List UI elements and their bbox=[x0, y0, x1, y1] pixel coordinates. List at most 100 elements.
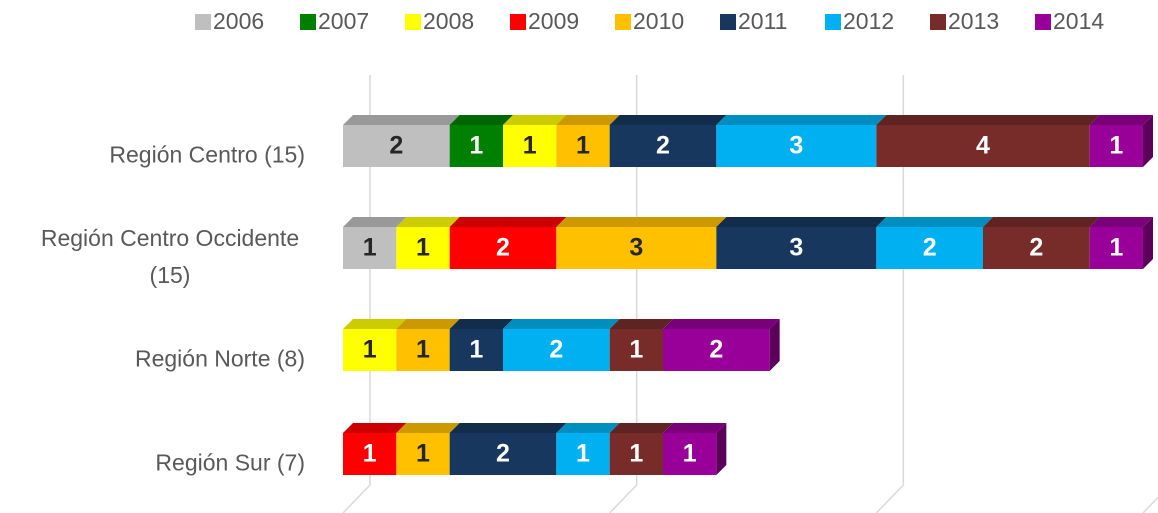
value-label: 1 bbox=[1109, 234, 1123, 262]
legend-swatch bbox=[510, 14, 526, 30]
bar-top bbox=[663, 319, 780, 329]
legend-swatch bbox=[930, 14, 946, 30]
value-label: 1 bbox=[363, 234, 377, 262]
bar-top bbox=[449, 115, 513, 125]
bar-top bbox=[343, 423, 407, 433]
bar bbox=[556, 125, 610, 167]
bar bbox=[343, 125, 450, 167]
bar-top bbox=[396, 217, 460, 227]
value-label: 1 bbox=[416, 234, 430, 262]
legend-label: 2008 bbox=[423, 8, 474, 34]
bar-top bbox=[609, 319, 673, 329]
bar-top bbox=[716, 217, 887, 227]
legend-label: 2013 bbox=[948, 8, 999, 34]
legend-label: 2007 bbox=[318, 8, 369, 34]
value-label: 1 bbox=[523, 132, 537, 160]
value-label: 1 bbox=[1109, 132, 1123, 160]
bar bbox=[396, 329, 450, 371]
value-label: 1 bbox=[576, 440, 590, 468]
category-label: Región Norte (8) bbox=[134, 345, 305, 372]
bar-top bbox=[876, 217, 993, 227]
bar-top bbox=[503, 115, 567, 125]
value-label: 2 bbox=[496, 234, 510, 262]
value-label: 2 bbox=[656, 132, 670, 160]
grid-line bbox=[875, 75, 905, 513]
bar bbox=[663, 329, 770, 371]
bar-side bbox=[1143, 217, 1153, 269]
grid-line bbox=[342, 75, 371, 513]
value-label: 1 bbox=[469, 132, 483, 160]
bar bbox=[609, 329, 663, 371]
bar-top bbox=[663, 423, 727, 433]
value-label: 2 bbox=[1029, 234, 1043, 262]
bar bbox=[876, 227, 983, 269]
bar-top bbox=[716, 115, 887, 125]
value-label: 4 bbox=[976, 132, 990, 160]
bar bbox=[609, 433, 663, 475]
bar-top bbox=[503, 319, 620, 329]
bar bbox=[609, 125, 717, 167]
category-label: Región Sur (7) bbox=[155, 449, 305, 476]
value-label: 3 bbox=[789, 132, 803, 160]
bar bbox=[396, 433, 450, 475]
bar bbox=[876, 125, 1090, 167]
bar-top bbox=[449, 319, 513, 329]
bar bbox=[503, 125, 557, 167]
value-label: 1 bbox=[363, 336, 377, 364]
bar-top bbox=[876, 115, 1100, 125]
bar-top bbox=[983, 217, 1100, 227]
legend-label: 2010 bbox=[633, 8, 684, 34]
bar bbox=[556, 227, 717, 269]
bar bbox=[983, 227, 1090, 269]
legend-swatch bbox=[825, 14, 841, 30]
value-label: 1 bbox=[629, 440, 643, 468]
legend-swatch bbox=[720, 14, 736, 30]
value-label: 2 bbox=[709, 336, 723, 364]
value-label: 1 bbox=[416, 440, 430, 468]
bar-top bbox=[343, 115, 460, 125]
bar-top bbox=[343, 217, 407, 227]
bar bbox=[343, 329, 397, 371]
value-label: 2 bbox=[496, 440, 510, 468]
bar bbox=[449, 329, 503, 371]
value-label: 2 bbox=[923, 234, 937, 262]
bar bbox=[1089, 227, 1143, 269]
bar bbox=[343, 227, 397, 269]
value-label: 1 bbox=[683, 440, 697, 468]
value-label: 2 bbox=[389, 132, 403, 160]
bar bbox=[449, 433, 557, 475]
bar-top bbox=[449, 423, 567, 433]
bar-top bbox=[396, 319, 460, 329]
value-label: 1 bbox=[416, 336, 430, 364]
legend-swatch bbox=[300, 14, 316, 30]
category-label: Región Centro Occidente (15) bbox=[40, 225, 300, 288]
grid-line bbox=[609, 75, 638, 513]
bar-top bbox=[556, 217, 727, 227]
bar-top bbox=[556, 115, 620, 125]
value-label: 2 bbox=[549, 336, 563, 364]
value-label: 1 bbox=[469, 336, 483, 364]
bar bbox=[396, 227, 450, 269]
bar-top bbox=[343, 319, 407, 329]
category-label: Región Centro (15) bbox=[109, 141, 305, 168]
bar-top bbox=[609, 115, 727, 125]
bar-top bbox=[449, 217, 567, 227]
bar bbox=[1089, 125, 1143, 167]
bar bbox=[716, 125, 877, 167]
grid-line bbox=[1142, 496, 1158, 513]
legend-label: 2014 bbox=[1053, 8, 1104, 34]
value-label: 1 bbox=[363, 440, 377, 468]
legend-swatch bbox=[195, 14, 211, 30]
value-label: 1 bbox=[576, 132, 590, 160]
bar bbox=[556, 433, 610, 475]
value-label: 1 bbox=[629, 336, 643, 364]
legend-swatch bbox=[615, 14, 631, 30]
bar-top bbox=[1089, 217, 1153, 227]
bar bbox=[503, 329, 610, 371]
bar bbox=[716, 227, 877, 269]
legend-label: 2009 bbox=[528, 8, 579, 34]
bar-side bbox=[769, 319, 780, 371]
legend-label: 2011 bbox=[738, 8, 787, 34]
legend-swatch bbox=[405, 14, 421, 30]
